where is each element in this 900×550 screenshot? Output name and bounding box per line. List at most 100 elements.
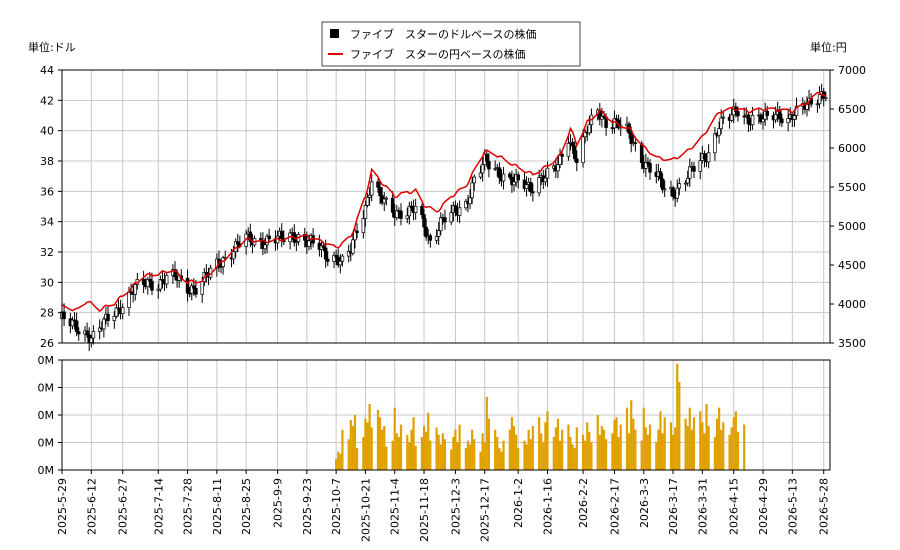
candle-body <box>340 255 345 262</box>
volume-bars <box>335 363 746 470</box>
legend: ファイブ スターのドルベースの株価 ファイブ スターの円ベースの株価 <box>321 21 581 67</box>
candle-body <box>543 177 548 183</box>
volume-bar <box>529 439 532 470</box>
candle-body <box>545 167 550 179</box>
volume-bar <box>502 440 505 470</box>
x-tick-label: 2025-12-17 <box>479 478 492 542</box>
volume-bar <box>531 426 534 470</box>
candle-body <box>263 244 267 250</box>
candle-body <box>644 161 648 169</box>
candle-body <box>575 158 579 163</box>
volume-bar <box>688 407 691 470</box>
volume-bar <box>611 433 614 470</box>
volume-bar <box>571 444 574 470</box>
left-tick-label: 30 <box>40 276 54 289</box>
candle-body <box>671 187 675 197</box>
candle-body <box>646 161 650 164</box>
candle-body <box>581 136 585 163</box>
volume-bar <box>349 420 352 470</box>
volume-bar <box>458 424 461 470</box>
volume-bar <box>368 404 371 470</box>
candle-body <box>512 181 516 186</box>
candle-body <box>376 181 380 188</box>
candle-body <box>786 118 790 124</box>
x-tick-label: 2025-11-18 <box>418 478 431 542</box>
volume-bar <box>701 422 704 470</box>
candle-body <box>457 207 462 216</box>
volume-bar <box>347 439 350 470</box>
legend-usd-label: ファイブ スターのドルベースの株価 <box>350 27 536 41</box>
volume-bar <box>715 418 719 470</box>
volume-bar <box>508 429 511 470</box>
candle-body <box>334 254 338 258</box>
candle-body <box>662 188 667 191</box>
candle-body <box>384 197 389 200</box>
volume-bar <box>671 434 675 470</box>
volume-bar <box>441 433 444 470</box>
volume-bar <box>575 427 578 470</box>
candle-body <box>685 177 690 184</box>
candle-body <box>192 285 196 289</box>
candle-body <box>294 241 299 244</box>
candle-body <box>531 191 535 194</box>
candle-body <box>85 330 89 336</box>
candle-body <box>390 197 395 213</box>
volume-bar <box>425 431 428 470</box>
volume-bar <box>355 448 359 470</box>
x-tick-label: 2025-10-7 <box>330 478 343 535</box>
volume-bar <box>634 429 637 470</box>
volume-bar <box>642 407 645 470</box>
volume-bar <box>717 407 721 470</box>
volume-bar <box>391 440 394 470</box>
right-tick-label: 5000 <box>838 220 866 233</box>
x-tick-label: 2026-4-15 <box>728 478 741 535</box>
volume-bar <box>586 422 589 470</box>
volume-bar <box>663 417 666 470</box>
candle-body <box>524 184 529 190</box>
candle-body <box>453 205 458 212</box>
volume-bar <box>596 415 599 470</box>
candle-body <box>382 198 387 204</box>
volume-bar <box>734 411 737 470</box>
volume-bar <box>364 418 367 470</box>
volume-bar <box>468 444 472 470</box>
candle-body <box>761 118 765 123</box>
volume-bar <box>554 427 557 470</box>
x-tick-label: 2026-3-17 <box>667 478 680 535</box>
volume-bar <box>573 448 576 470</box>
left-tick-label: 44 <box>40 64 54 77</box>
candle-body <box>773 114 778 121</box>
left-tick-label: 26 <box>40 337 54 350</box>
volume-bar <box>732 417 735 470</box>
x-tick-label: 2025-7-14 <box>152 478 165 535</box>
candle-body <box>698 160 703 172</box>
volume-bar <box>479 451 482 470</box>
candle-body <box>472 176 477 184</box>
x-tick-label: 2026-5-13 <box>786 478 799 535</box>
volume-bar <box>588 431 591 470</box>
candle-body <box>658 171 663 180</box>
volume-bar <box>351 426 354 470</box>
volume-bar <box>450 449 453 470</box>
candle-body <box>612 118 617 129</box>
right-tick-label: 7000 <box>838 64 866 77</box>
volume-bar <box>353 415 357 470</box>
candle-body <box>351 239 355 254</box>
candle-body <box>265 235 269 246</box>
volume-bar <box>703 433 706 470</box>
candle-body <box>70 319 75 327</box>
unit-left-label: 単位:ドル <box>28 40 76 54</box>
left-tick-label: 40 <box>40 125 54 138</box>
right-tick-label: 3500 <box>838 337 866 350</box>
candle-body <box>279 230 284 239</box>
volume-bar <box>429 440 432 470</box>
candle-body <box>248 231 253 242</box>
left-tick-label: 42 <box>40 94 54 107</box>
x-tick-label: 2025-5-29 <box>56 478 69 535</box>
candle-body <box>219 266 223 268</box>
candle-body <box>326 258 330 262</box>
candle-body <box>236 241 240 245</box>
candle-body <box>688 166 692 179</box>
volume-bar <box>625 407 629 470</box>
price-plot-frame <box>61 69 831 344</box>
